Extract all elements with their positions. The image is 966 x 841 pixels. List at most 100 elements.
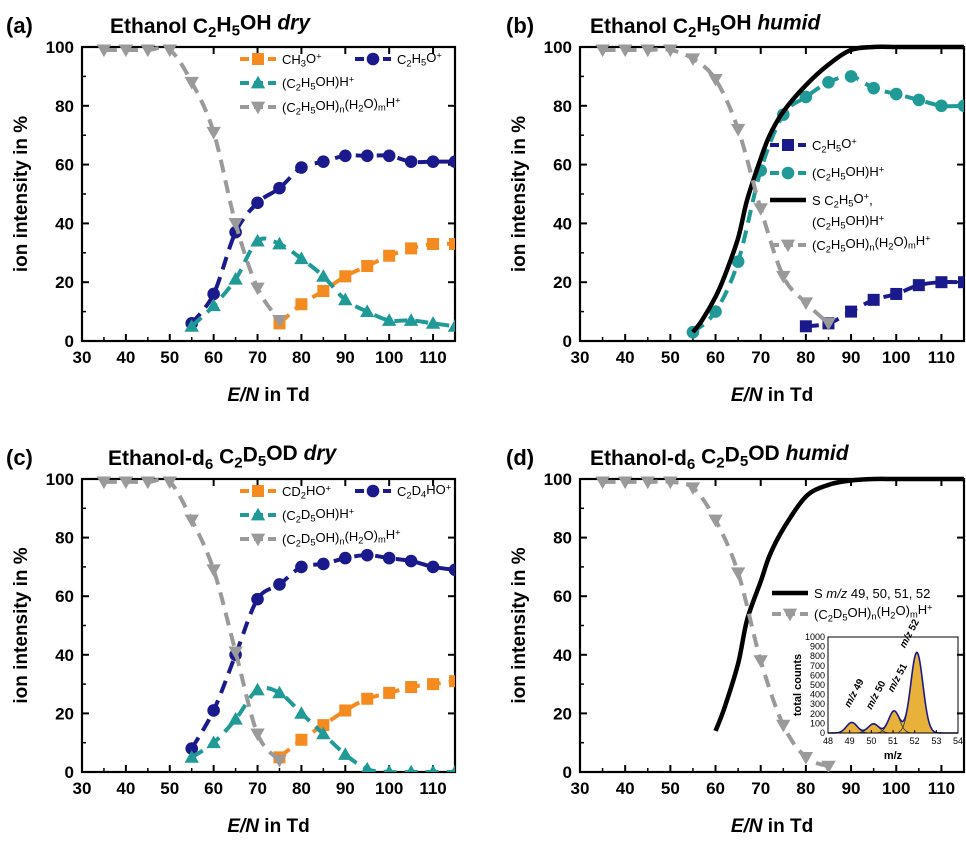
- x-tick-label: 40: [616, 348, 635, 367]
- data-point: [867, 81, 880, 95]
- data-point: [206, 735, 221, 749]
- inset-x-tick-label: 51: [888, 736, 898, 746]
- data-point: [228, 646, 243, 660]
- data-point: [272, 236, 287, 250]
- legend-entry: S C2H5O+, (C2H5OH)H+: [770, 191, 884, 232]
- x-tick-label: 90: [842, 779, 861, 798]
- data-point: [428, 764, 438, 772]
- data-point: [776, 270, 791, 284]
- data-point: [273, 578, 286, 591]
- data-point: [449, 675, 455, 688]
- legend-entry: CD2HO+: [240, 483, 331, 501]
- inset-y-tick-label: 100: [810, 718, 825, 728]
- data-point: [338, 551, 352, 565]
- chart-title: Ethanol C2H5OH humid: [590, 12, 821, 42]
- inset-x-axis-label: m/z: [884, 750, 903, 762]
- data-point: [250, 233, 265, 247]
- y-tick-label: 0: [65, 332, 74, 351]
- legend-label: S C2H5O+,: [812, 191, 873, 210]
- data-point: [360, 548, 374, 562]
- data-point: [140, 476, 156, 490]
- y-tick-label: 60: [553, 587, 572, 606]
- data-point: [448, 563, 455, 577]
- data-point: [595, 44, 610, 58]
- legend-marker: [250, 533, 266, 547]
- legend-entry: CH3O+: [240, 51, 322, 69]
- data-point: [185, 742, 199, 755]
- legend-entry: (C2D5OH)H+: [240, 506, 354, 525]
- legend-marker: [250, 75, 266, 89]
- data-point: [273, 181, 286, 195]
- data-point: [383, 249, 396, 262]
- data-point: [912, 93, 926, 107]
- data-point: [381, 313, 397, 326]
- inset-y-tick-label: 900: [810, 642, 825, 652]
- legend-marker: [366, 484, 380, 498]
- legend-marker: [250, 507, 266, 521]
- data-point: [425, 316, 441, 329]
- x-tick-label: 80: [796, 348, 815, 367]
- legend-marker: [252, 53, 264, 65]
- x-axis-label: E/N in Td: [227, 816, 309, 837]
- data-point: [383, 686, 396, 699]
- data-point: [403, 313, 419, 326]
- data-point: [228, 272, 243, 285]
- x-tick-label: 90: [842, 348, 861, 367]
- y-tick-label: 80: [553, 529, 572, 548]
- data-point: [317, 285, 330, 298]
- legend-label: (C2D5OH)H+: [282, 506, 354, 525]
- x-tick-label: 110: [928, 348, 955, 367]
- data-point: [708, 514, 723, 528]
- legend-marker: [782, 608, 798, 622]
- plot-frame: [80, 477, 457, 774]
- x-tick-label: 50: [661, 348, 680, 367]
- y-tick-label: 0: [65, 763, 74, 782]
- data-point: [294, 706, 309, 719]
- data-point: [317, 719, 330, 732]
- data-point: [339, 270, 352, 283]
- y-tick-label: 0: [563, 332, 572, 351]
- data-point: [450, 764, 455, 772]
- data-point: [776, 719, 791, 733]
- legend-label: C2D4HO+: [397, 482, 451, 501]
- inset-y-tick-label: 800: [810, 651, 825, 661]
- data-point: [272, 315, 287, 328]
- data-point: [338, 149, 352, 163]
- y-tick-label: 60: [55, 156, 74, 175]
- inset-y-tick-label: 0: [820, 728, 825, 738]
- x-tick-label: 40: [616, 779, 635, 798]
- data-point: [295, 161, 308, 174]
- data-point: [206, 564, 221, 578]
- data-point: [294, 251, 309, 265]
- y-tick-label: 40: [55, 214, 74, 233]
- data-point: [184, 319, 199, 332]
- data-point: [822, 75, 835, 89]
- chart-title: Ethanol-d6 C2D5OD humid: [590, 442, 850, 473]
- x-tick-label: 70: [248, 348, 267, 367]
- legend-entry: (C2H5OH)n(H2O)mH+: [240, 95, 401, 117]
- legend-label: (C2D5OH)n(H2O)mH+: [814, 602, 933, 624]
- y-axis-label: ion intensity in %: [11, 547, 32, 703]
- inset-peak-label: m/z 52: [898, 617, 922, 650]
- x-tick-label: 30: [73, 348, 92, 367]
- y-tick-label: 60: [553, 156, 572, 175]
- data-point: [361, 692, 374, 705]
- panel-label: (d): [506, 445, 534, 470]
- legend-entry: S m/z 49, 50, 51, 52: [772, 586, 930, 601]
- data-point: [404, 554, 418, 568]
- legend-label-cont: (C2H5OH)H+: [812, 213, 884, 232]
- data-point: [118, 476, 134, 490]
- data-point: [640, 476, 655, 490]
- legend: CD2HO+ C2D4HO+ (C2D5OH)H+ (C2D5OH)n(H2O)mH+: [240, 482, 451, 549]
- series-line: [103, 477, 282, 762]
- y-tick-label: 40: [55, 646, 74, 665]
- x-tick-label: 90: [336, 348, 355, 367]
- legend-marker: [781, 166, 795, 180]
- data-point: [405, 242, 418, 255]
- data-point: [889, 87, 903, 101]
- data-point: [206, 298, 221, 312]
- inset-peak-label: m/z 49: [843, 677, 867, 710]
- data-point: [96, 44, 112, 58]
- data-point: [251, 196, 264, 210]
